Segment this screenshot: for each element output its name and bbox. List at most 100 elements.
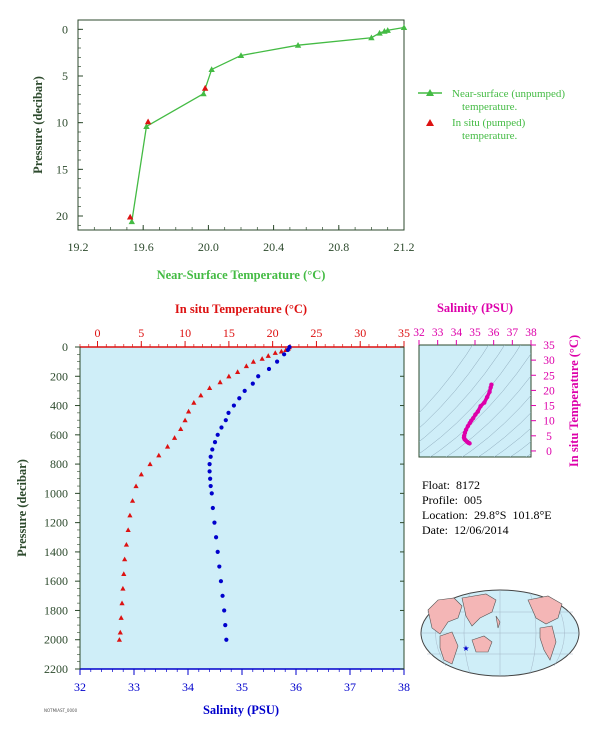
profile-salinity-point (250, 381, 255, 386)
ns-x-tick-label: 20.8 (328, 240, 349, 254)
profile-temperature-point (123, 541, 130, 547)
profile-salinity-point (215, 432, 220, 437)
float-info: Float: 8172 (422, 478, 480, 493)
profile-temperature-point (182, 417, 188, 423)
ts-right-tick-label: 25 (543, 370, 555, 382)
near-surface-y-label: Pressure (decibar) (31, 76, 45, 174)
ns-near-surface-point (128, 218, 135, 225)
ts-top-tick-label: 36 (488, 327, 500, 339)
ts-top-axis-label: Salinity (PSU) (437, 301, 513, 315)
ts-right-tick-label: 20 (543, 385, 555, 397)
ns-x-tick-label: 19.6 (133, 240, 154, 254)
profile-y-tick-label: 1800 (44, 603, 68, 617)
profile-salinity-point (256, 374, 261, 379)
profile-bottom-tick-label: 37 (344, 680, 356, 694)
profile-temperature-point (171, 435, 178, 440)
profile-temperature-point (120, 585, 126, 591)
profile-temperature-point (226, 373, 232, 379)
profile-y-label: Pressure (decibar) (15, 459, 29, 557)
ts-density-contour (419, 345, 522, 455)
ts-right-tick-label: 30 (543, 355, 555, 367)
profile-value: 005 (464, 493, 482, 507)
ns-y-tick-label: 15 (56, 162, 68, 176)
location-label: Location: (422, 508, 468, 522)
ts-point (465, 423, 471, 429)
profile-temperature-point (116, 637, 123, 642)
profile-top-tick-label: 0 (95, 326, 101, 340)
profile-temperature-point (138, 471, 144, 477)
profile-temperature-point (198, 392, 204, 398)
ts-density-contour (446, 375, 531, 457)
date-value: 12/06/2014 (454, 523, 509, 537)
location-info: Location: 29.8°S 101.8°E (422, 508, 552, 523)
profile-temperature-point (235, 369, 241, 374)
ts-point (488, 385, 493, 390)
legend: Near-surface (unpumped) temperature. In s… (418, 88, 565, 142)
ts-top-tick-label: 32 (413, 327, 425, 339)
profile-temperature-point (133, 483, 139, 489)
ts-point (475, 409, 480, 414)
ns-insitu-point (126, 213, 134, 220)
ns-near-surface-point (237, 52, 245, 59)
near-surface-plot-frame (77, 19, 405, 231)
profile-salinity-point (217, 564, 222, 569)
profile-salinity-point (210, 447, 215, 452)
profile-salinity-point (207, 461, 212, 467)
profile-bottom-tick-label: 36 (290, 680, 302, 694)
profile-temperature-point (243, 363, 249, 369)
ts-top-tick-label: 38 (525, 327, 537, 339)
profile-y-tick-label: 1600 (44, 574, 68, 588)
profile-temperature-point (125, 527, 131, 533)
ts-density-contour (478, 412, 531, 457)
profile-y-tick-label: 600 (50, 428, 68, 442)
profile-y-tick-label: 400 (50, 399, 68, 413)
profile-salinity-point (226, 410, 231, 415)
profile-y-tick-label: 2000 (44, 633, 68, 647)
profile-info: Profile: 005 (422, 493, 482, 508)
ts-right-tick-label: 15 (543, 401, 555, 413)
ns-y-tick-label: 10 (56, 116, 68, 130)
profile-top-tick-label: 35 (398, 326, 410, 340)
profile-plot: 0 5 10 15 20 25 30 35 32 33 34 35 36 37 38 0 200 400 600 80… (15, 302, 410, 717)
ts-diagram-frame (418, 344, 532, 458)
profile-temperature-point (250, 359, 256, 364)
profile-salinity-point (209, 491, 214, 496)
legend-label-near-surface: Near-surface (unpumped) temperature. (452, 88, 565, 113)
ns-insitu-point (144, 118, 152, 125)
profile-temperature-point (117, 629, 123, 635)
profile-salinity-point (237, 396, 242, 401)
profile-top-axis-label: In situ Temperature (°C) (175, 302, 307, 316)
ts-point (467, 441, 472, 446)
ts-density-contour (494, 427, 531, 457)
legend-marker-near-surface (426, 89, 434, 96)
profile-top-tick-label: 15 (223, 326, 235, 340)
profile-y-tick-label: 800 (50, 457, 68, 471)
profile-temperature-point (207, 385, 213, 391)
ns-x-tick-label: 21.2 (394, 240, 415, 254)
near-surface-x-label: Near-Surface Temperature (°C) (157, 268, 326, 282)
profile-salinity-point (219, 425, 224, 430)
near-surface-plot: 19.2 19.6 20.0 20.4 20.8 21.2 0 5 10 15 20 Near-Su… (31, 19, 415, 282)
profile-temperature-point (119, 600, 125, 606)
ts-density-contour (430, 353, 531, 457)
float-label: Float: (422, 478, 451, 492)
world-map: ★ (420, 589, 580, 677)
profile-temperature-point (191, 400, 197, 405)
profile-temperature-point (272, 350, 278, 355)
profile-salinity-point (223, 622, 228, 628)
profile-temperature-point (164, 443, 171, 449)
ts-density-contour (419, 345, 490, 429)
footer-tag: NOTMIAST_0000 (44, 708, 78, 713)
ts-top-tick-label: 34 (451, 327, 463, 339)
profile-temperature-point (178, 426, 184, 432)
ts-point (482, 400, 487, 405)
ns-near-surface-point (208, 66, 215, 73)
ns-y-tick-label: 5 (62, 69, 68, 83)
profile-salinity-point (242, 388, 247, 394)
ts-density-contour (462, 395, 531, 457)
ts-density-contour (419, 345, 506, 443)
ts-density-contour (510, 441, 531, 457)
ts-right-axis-label: In situ Temperature (°C) (567, 335, 581, 467)
ns-near-surface-point (376, 29, 383, 36)
profile-temperature-point (259, 356, 265, 361)
